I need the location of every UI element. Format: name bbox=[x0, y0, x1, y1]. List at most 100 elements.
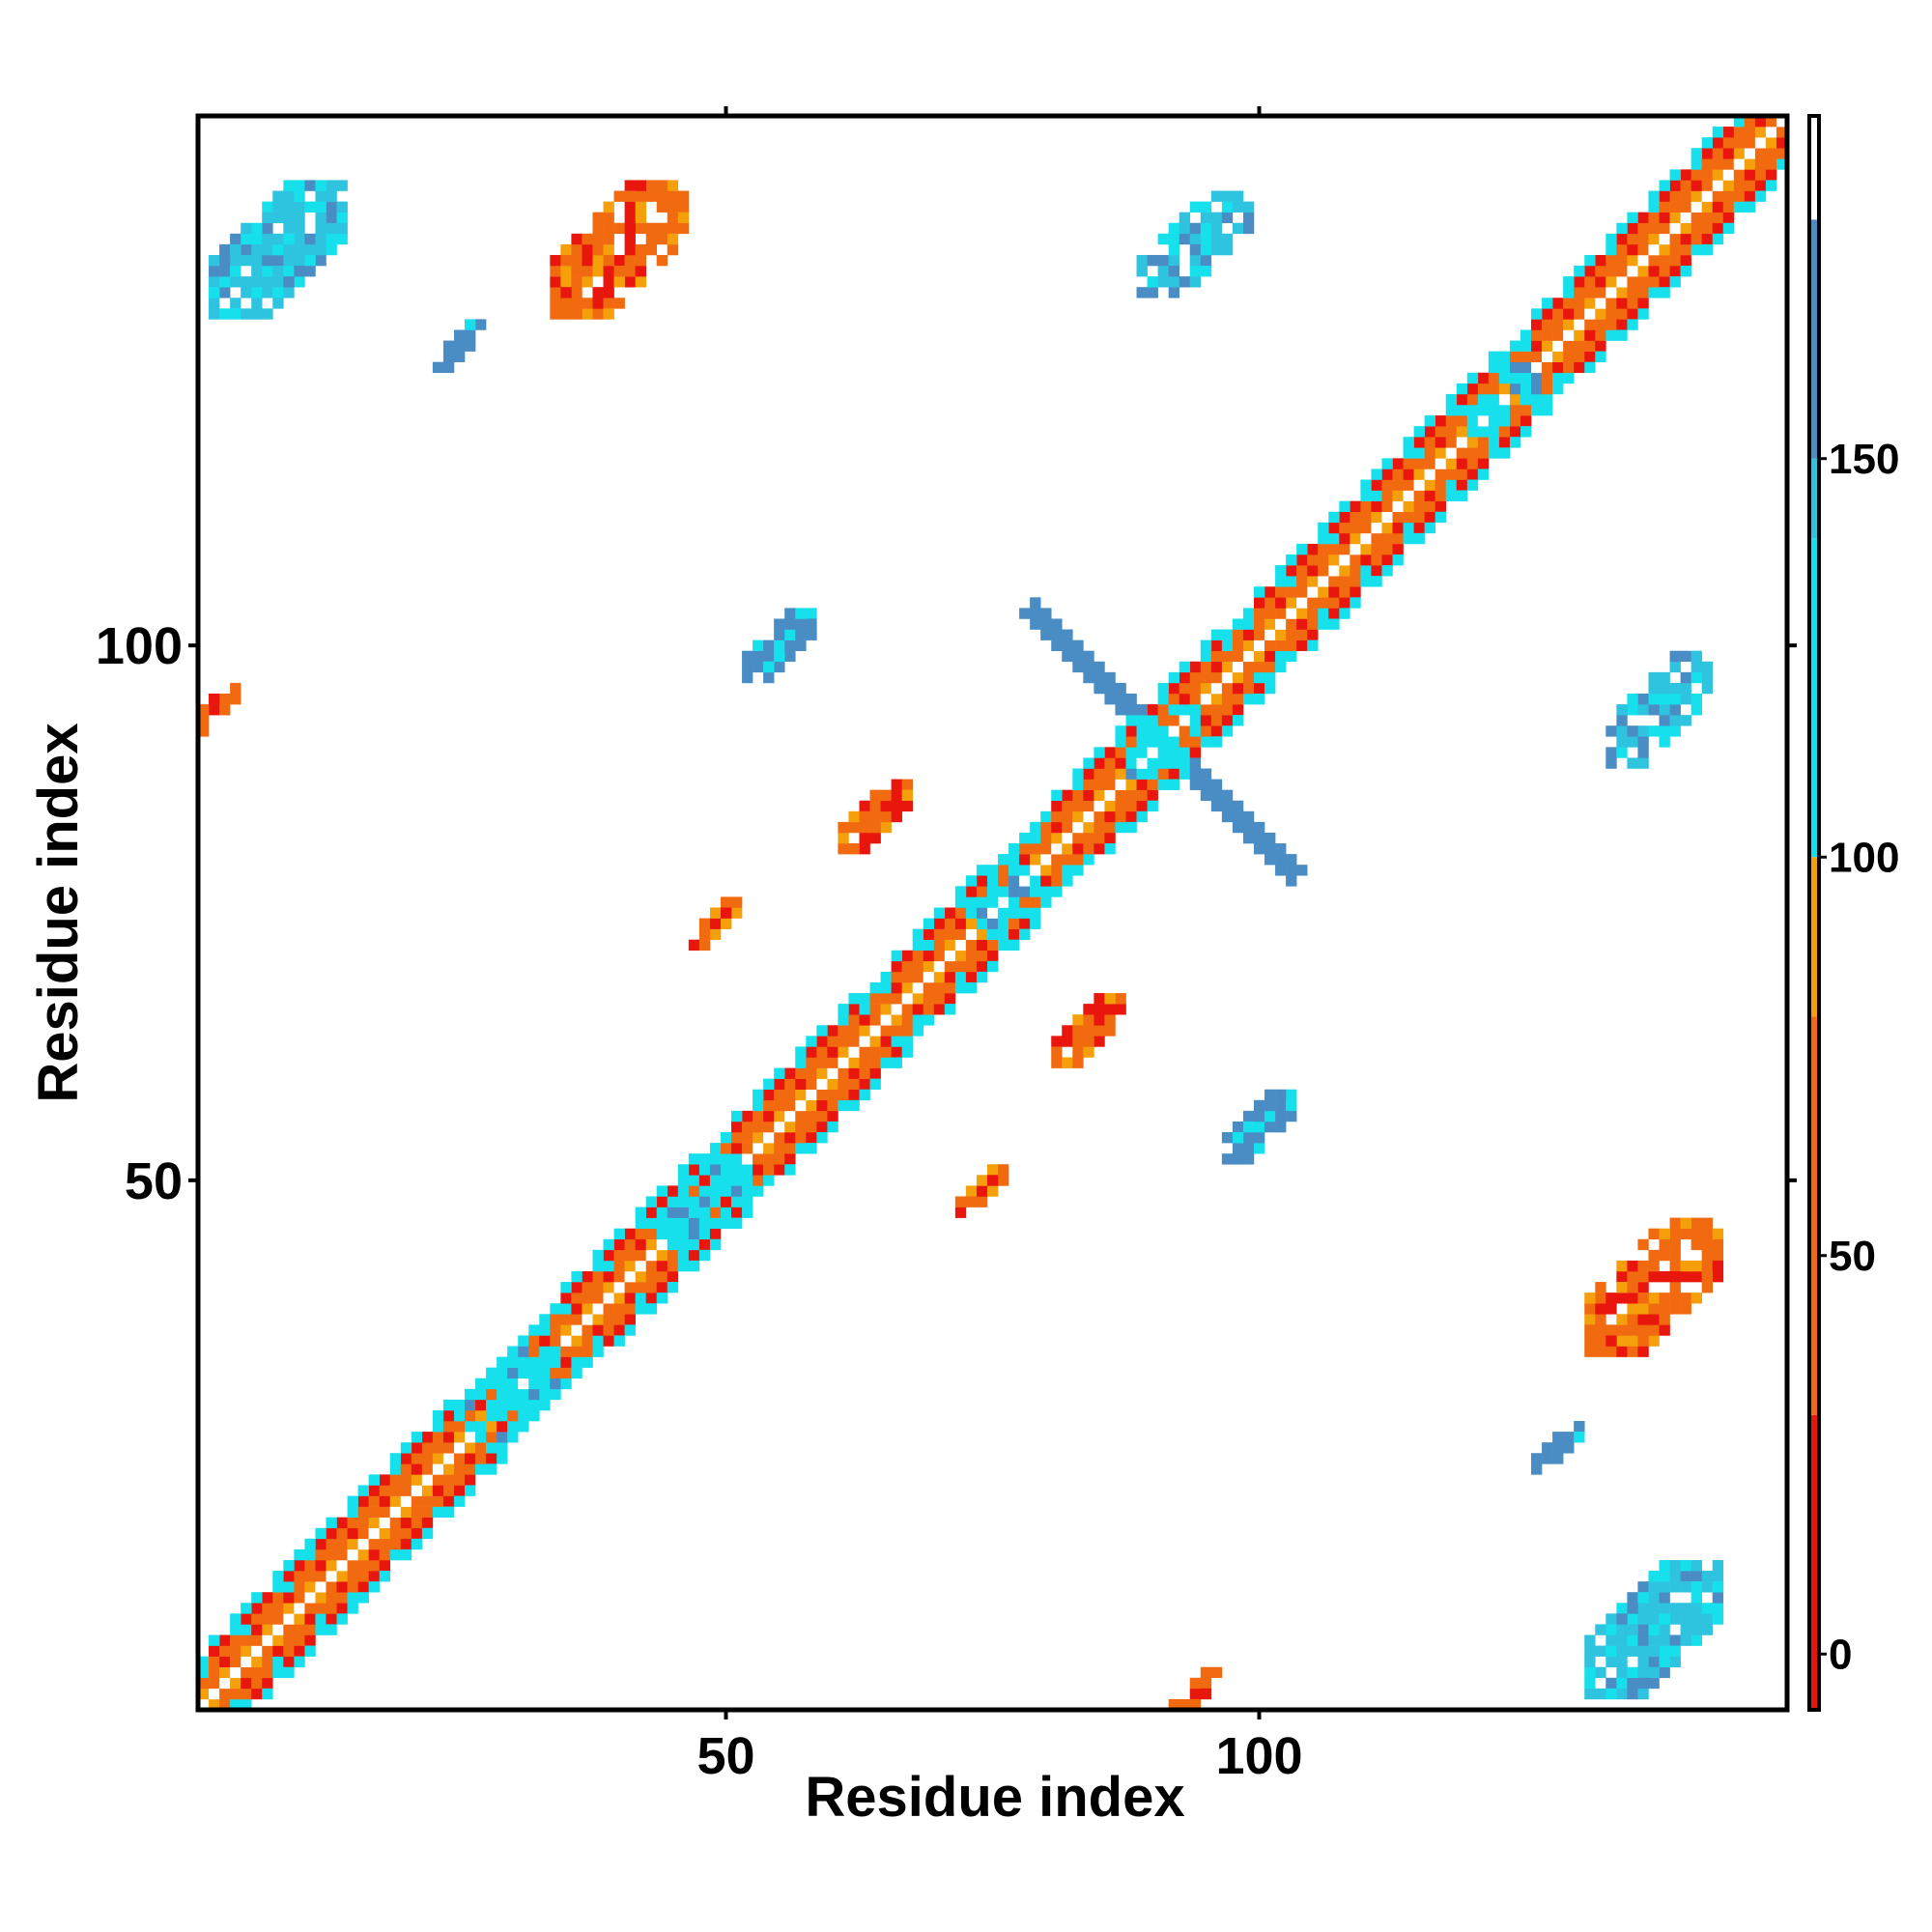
heatmap-cell bbox=[1435, 511, 1447, 524]
heatmap-cell bbox=[1669, 1603, 1681, 1614]
heatmap-cell bbox=[976, 886, 988, 897]
heatmap-cell bbox=[1275, 854, 1287, 866]
heatmap-cell bbox=[1253, 1121, 1265, 1133]
heatmap-cell bbox=[1360, 565, 1372, 577]
heatmap-cell bbox=[465, 1409, 476, 1422]
heatmap-cell bbox=[442, 340, 455, 352]
heatmap-cell bbox=[848, 843, 860, 855]
heatmap-cell bbox=[219, 276, 231, 288]
heatmap-cell bbox=[624, 1293, 636, 1304]
heatmap-cell bbox=[1350, 522, 1361, 534]
heatmap-cell bbox=[1424, 447, 1435, 459]
heatmap-cell bbox=[1062, 1025, 1073, 1037]
heatmap-cell bbox=[1221, 190, 1234, 202]
heatmap-cell bbox=[1392, 543, 1404, 555]
heatmap-cell bbox=[1627, 1270, 1638, 1283]
heatmap-cell bbox=[1754, 180, 1767, 191]
heatmap-cell bbox=[1072, 1014, 1084, 1026]
heatmap-cell bbox=[1690, 650, 1702, 663]
heatmap-cell bbox=[720, 896, 732, 908]
heatmap-cell bbox=[1275, 1110, 1287, 1122]
heatmap-cell bbox=[230, 1688, 242, 1700]
heatmap-cell bbox=[1627, 1645, 1638, 1657]
heatmap-cell bbox=[1669, 169, 1681, 181]
heatmap-cell bbox=[1669, 254, 1681, 267]
heatmap-cell bbox=[1680, 254, 1691, 267]
heatmap-cell bbox=[1531, 404, 1543, 416]
heatmap-cell bbox=[1040, 886, 1052, 897]
heatmap-cell bbox=[1136, 757, 1148, 769]
heatmap-cell bbox=[1435, 458, 1447, 469]
heatmap-cell bbox=[1669, 233, 1681, 245]
heatmap-cell bbox=[209, 1656, 220, 1667]
heatmap-cell bbox=[1200, 1677, 1212, 1690]
heatmap-cell bbox=[262, 1592, 273, 1604]
heatmap-cell bbox=[251, 1666, 263, 1679]
heatmap-cell bbox=[1307, 629, 1319, 640]
heatmap-cell bbox=[1488, 372, 1500, 384]
heatmap-cell bbox=[613, 222, 625, 235]
heatmap-cell bbox=[1563, 340, 1575, 352]
heatmap-cell bbox=[1360, 511, 1372, 524]
heatmap-cell bbox=[1733, 201, 1746, 213]
heatmap-cell bbox=[838, 821, 849, 834]
heatmap-cell bbox=[582, 1282, 593, 1293]
heatmap-cell bbox=[592, 212, 604, 224]
heatmap-cell bbox=[763, 1078, 775, 1091]
heatmap-cell bbox=[1371, 532, 1382, 545]
heatmap-cell bbox=[411, 1517, 423, 1529]
heatmap-cell bbox=[1381, 565, 1393, 577]
heatmap-cell bbox=[1125, 747, 1137, 758]
heatmap-cell bbox=[1083, 810, 1094, 823]
heatmap-cell bbox=[1680, 1270, 1691, 1283]
heatmap-cell bbox=[1509, 437, 1521, 448]
heatmap-cell bbox=[1115, 779, 1126, 790]
heatmap-cell bbox=[528, 1388, 540, 1401]
heatmap-cell bbox=[550, 287, 561, 298]
heatmap-cell bbox=[1690, 180, 1702, 191]
heatmap-cell bbox=[1627, 308, 1638, 320]
heatmap-cell bbox=[891, 1014, 902, 1026]
heatmap-cell bbox=[1307, 576, 1319, 587]
heatmap-cell bbox=[1701, 1238, 1714, 1251]
heatmap-cell bbox=[1392, 500, 1404, 513]
heatmap-cell bbox=[1456, 426, 1468, 438]
heatmap-cell bbox=[795, 1143, 807, 1154]
heatmap-cell bbox=[709, 1185, 722, 1197]
heatmap-cell bbox=[272, 1592, 284, 1604]
heatmap-cell bbox=[1659, 682, 1670, 695]
heatmap-cell bbox=[1754, 169, 1767, 181]
heatmap-cell bbox=[1669, 201, 1681, 213]
heatmap-cell bbox=[1669, 1270, 1681, 1283]
heatmap-cell bbox=[1584, 1645, 1596, 1657]
heatmap-cell bbox=[1210, 629, 1223, 640]
heatmap-cell bbox=[518, 1335, 529, 1347]
heatmap-cell bbox=[230, 308, 242, 320]
heatmap-cell bbox=[891, 789, 902, 802]
heatmap-cell bbox=[1466, 383, 1479, 395]
heatmap-cell bbox=[251, 254, 263, 267]
heatmap-cell bbox=[1147, 757, 1158, 769]
heatmap-cell bbox=[1659, 1603, 1670, 1614]
heatmap-cell bbox=[1637, 276, 1649, 288]
heatmap-cell bbox=[774, 1110, 785, 1122]
heatmap-cell bbox=[486, 1463, 497, 1475]
heatmap-cell bbox=[603, 1314, 614, 1325]
heatmap-cell bbox=[1477, 383, 1490, 395]
heatmap-cell bbox=[1115, 768, 1126, 780]
heatmap-cell bbox=[304, 180, 316, 191]
heatmap-cell bbox=[1733, 169, 1746, 181]
heatmap-cell bbox=[1722, 180, 1735, 191]
heatmap-cell bbox=[518, 1356, 529, 1368]
heatmap-cell bbox=[1094, 993, 1105, 1005]
heatmap-cell bbox=[742, 650, 753, 663]
heatmap-cell bbox=[336, 1592, 348, 1604]
heatmap-cell bbox=[442, 1506, 455, 1518]
heatmap-cell bbox=[209, 308, 220, 320]
heatmap-cell bbox=[1275, 576, 1287, 587]
heatmap-cell bbox=[1189, 768, 1202, 780]
heatmap-cell bbox=[1221, 1132, 1234, 1144]
heatmap-cell bbox=[753, 650, 764, 663]
heatmap-cell bbox=[624, 222, 636, 235]
heatmap-cell bbox=[379, 1527, 391, 1540]
